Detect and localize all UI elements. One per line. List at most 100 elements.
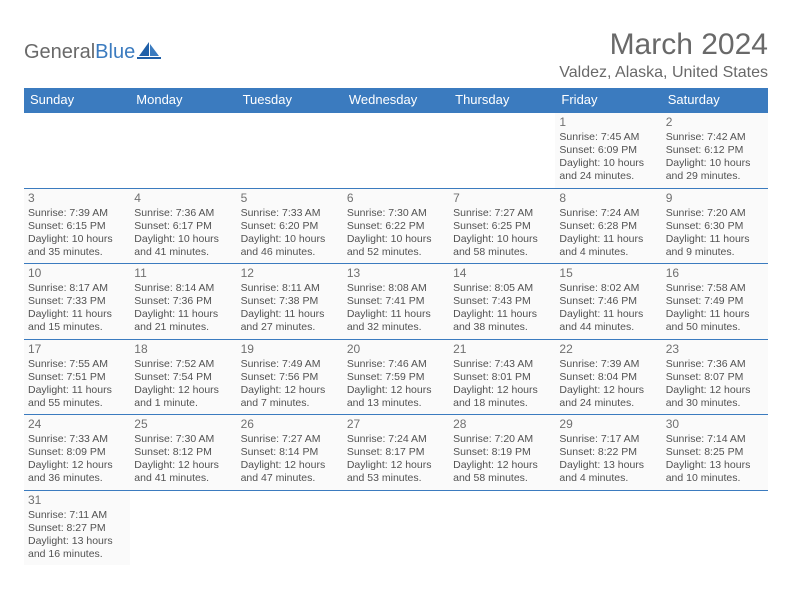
daylight-text: Daylight: 12 hours and 7 minutes.	[241, 384, 339, 410]
day-number: 12	[241, 266, 339, 281]
daylight-text: Daylight: 11 hours and 38 minutes.	[453, 308, 551, 334]
sunrise-text: Sunrise: 7:30 AM	[347, 207, 445, 220]
calendar-day-cell	[555, 490, 661, 565]
calendar-week-row: 3Sunrise: 7:39 AMSunset: 6:15 PMDaylight…	[24, 188, 768, 264]
calendar-day-cell	[343, 490, 449, 565]
sunset-text: Sunset: 8:27 PM	[28, 522, 126, 535]
daylight-text: Daylight: 13 hours and 10 minutes.	[666, 459, 764, 485]
day-number: 20	[347, 342, 445, 357]
sunrise-text: Sunrise: 7:52 AM	[134, 358, 232, 371]
sunset-text: Sunset: 6:09 PM	[559, 144, 657, 157]
day-number: 5	[241, 191, 339, 206]
calendar-day-cell: 2Sunrise: 7:42 AMSunset: 6:12 PMDaylight…	[662, 112, 768, 188]
calendar-day-cell: 18Sunrise: 7:52 AMSunset: 7:54 PMDayligh…	[130, 339, 236, 415]
sunset-text: Sunset: 7:43 PM	[453, 295, 551, 308]
day-number: 2	[666, 115, 764, 130]
daylight-text: Daylight: 10 hours and 41 minutes.	[134, 233, 232, 259]
sunset-text: Sunset: 8:22 PM	[559, 446, 657, 459]
sunset-text: Sunset: 8:07 PM	[666, 371, 764, 384]
day-number: 31	[28, 493, 126, 508]
daylight-text: Daylight: 11 hours and 55 minutes.	[28, 384, 126, 410]
calendar-day-cell: 16Sunrise: 7:58 AMSunset: 7:49 PMDayligh…	[662, 264, 768, 340]
calendar-day-cell	[130, 490, 236, 565]
daylight-text: Daylight: 11 hours and 32 minutes.	[347, 308, 445, 334]
daylight-text: Daylight: 12 hours and 18 minutes.	[453, 384, 551, 410]
daylight-text: Daylight: 12 hours and 41 minutes.	[134, 459, 232, 485]
day-number: 10	[28, 266, 126, 281]
daylight-text: Daylight: 10 hours and 35 minutes.	[28, 233, 126, 259]
day-number: 3	[28, 191, 126, 206]
sunrise-text: Sunrise: 7:30 AM	[134, 433, 232, 446]
sunrise-text: Sunrise: 7:45 AM	[559, 131, 657, 144]
day-number: 13	[347, 266, 445, 281]
sunrise-text: Sunrise: 7:14 AM	[666, 433, 764, 446]
calendar-day-cell: 14Sunrise: 8:05 AMSunset: 7:43 PMDayligh…	[449, 264, 555, 340]
day-number: 11	[134, 266, 232, 281]
weekday-header: Saturday	[662, 88, 768, 112]
day-number: 24	[28, 417, 126, 432]
sunset-text: Sunset: 7:36 PM	[134, 295, 232, 308]
daylight-text: Daylight: 10 hours and 52 minutes.	[347, 233, 445, 259]
sunset-text: Sunset: 7:56 PM	[241, 371, 339, 384]
sunrise-text: Sunrise: 7:46 AM	[347, 358, 445, 371]
sunrise-text: Sunrise: 7:20 AM	[666, 207, 764, 220]
sunset-text: Sunset: 6:20 PM	[241, 220, 339, 233]
weekday-header: Tuesday	[237, 88, 343, 112]
sunset-text: Sunset: 8:14 PM	[241, 446, 339, 459]
sunset-text: Sunset: 8:09 PM	[28, 446, 126, 459]
logo-text-general: General	[24, 41, 95, 64]
daylight-text: Daylight: 10 hours and 58 minutes.	[453, 233, 551, 259]
weekday-header: Sunday	[24, 88, 130, 112]
day-number: 19	[241, 342, 339, 357]
calendar-week-row: 17Sunrise: 7:55 AMSunset: 7:51 PMDayligh…	[24, 339, 768, 415]
weekday-header: Wednesday	[343, 88, 449, 112]
sunrise-text: Sunrise: 7:42 AM	[666, 131, 764, 144]
sunrise-text: Sunrise: 7:36 AM	[666, 358, 764, 371]
sunset-text: Sunset: 7:51 PM	[28, 371, 126, 384]
daylight-text: Daylight: 11 hours and 50 minutes.	[666, 308, 764, 334]
daylight-text: Daylight: 12 hours and 36 minutes.	[28, 459, 126, 485]
calendar-day-cell: 20Sunrise: 7:46 AMSunset: 7:59 PMDayligh…	[343, 339, 449, 415]
calendar-week-row: 31Sunrise: 7:11 AMSunset: 8:27 PMDayligh…	[24, 490, 768, 565]
day-number: 17	[28, 342, 126, 357]
calendar-table: Sunday Monday Tuesday Wednesday Thursday…	[24, 88, 768, 565]
sail-icon	[137, 40, 163, 65]
sunset-text: Sunset: 8:01 PM	[453, 371, 551, 384]
calendar-day-cell: 17Sunrise: 7:55 AMSunset: 7:51 PMDayligh…	[24, 339, 130, 415]
sunset-text: Sunset: 7:46 PM	[559, 295, 657, 308]
day-number: 9	[666, 191, 764, 206]
weekday-header: Thursday	[449, 88, 555, 112]
logo-text-blue: Blue	[95, 41, 135, 64]
day-number: 26	[241, 417, 339, 432]
calendar-day-cell	[237, 490, 343, 565]
calendar-day-cell: 12Sunrise: 8:11 AMSunset: 7:38 PMDayligh…	[237, 264, 343, 340]
sunrise-text: Sunrise: 7:33 AM	[28, 433, 126, 446]
weekday-header: Friday	[555, 88, 661, 112]
sunset-text: Sunset: 6:25 PM	[453, 220, 551, 233]
calendar-week-row: 10Sunrise: 8:17 AMSunset: 7:33 PMDayligh…	[24, 264, 768, 340]
daylight-text: Daylight: 11 hours and 21 minutes.	[134, 308, 232, 334]
calendar-day-cell	[24, 112, 130, 188]
sunset-text: Sunset: 6:15 PM	[28, 220, 126, 233]
sunrise-text: Sunrise: 7:36 AM	[134, 207, 232, 220]
page-title: March 2024	[559, 28, 768, 62]
header: GeneralBlue March 2024 Valdez, Alaska, U…	[24, 28, 768, 82]
sunset-text: Sunset: 6:12 PM	[666, 144, 764, 157]
calendar-day-cell: 8Sunrise: 7:24 AMSunset: 6:28 PMDaylight…	[555, 188, 661, 264]
calendar-day-cell: 22Sunrise: 7:39 AMSunset: 8:04 PMDayligh…	[555, 339, 661, 415]
daylight-text: Daylight: 12 hours and 13 minutes.	[347, 384, 445, 410]
sunset-text: Sunset: 7:38 PM	[241, 295, 339, 308]
calendar-day-cell: 13Sunrise: 8:08 AMSunset: 7:41 PMDayligh…	[343, 264, 449, 340]
daylight-text: Daylight: 11 hours and 44 minutes.	[559, 308, 657, 334]
daylight-text: Daylight: 10 hours and 46 minutes.	[241, 233, 339, 259]
sunrise-text: Sunrise: 7:39 AM	[28, 207, 126, 220]
sunset-text: Sunset: 7:41 PM	[347, 295, 445, 308]
sunrise-text: Sunrise: 7:24 AM	[559, 207, 657, 220]
sunrise-text: Sunrise: 8:08 AM	[347, 282, 445, 295]
daylight-text: Daylight: 12 hours and 47 minutes.	[241, 459, 339, 485]
sunrise-text: Sunrise: 8:02 AM	[559, 282, 657, 295]
sunset-text: Sunset: 7:49 PM	[666, 295, 764, 308]
sunrise-text: Sunrise: 7:39 AM	[559, 358, 657, 371]
sunset-text: Sunset: 6:30 PM	[666, 220, 764, 233]
day-number: 14	[453, 266, 551, 281]
